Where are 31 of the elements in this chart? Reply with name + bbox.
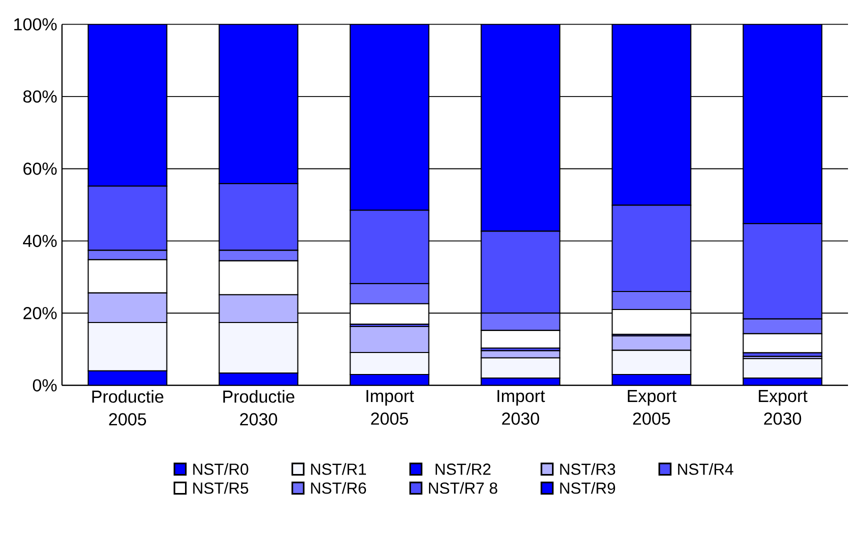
legend-label: NST/R2 bbox=[436, 463, 490, 475]
legend-label: NST/R6 bbox=[311, 482, 366, 494]
legend-label: NST/R5 bbox=[193, 482, 248, 494]
bar bbox=[88, 370, 168, 386]
y-tick-label: 20% bbox=[23, 306, 57, 320]
legend-label: NST/R4 bbox=[678, 463, 734, 475]
x-tick-label: Productie 2005 bbox=[92, 390, 164, 426]
bar bbox=[350, 24, 430, 211]
bar bbox=[218, 24, 298, 184]
bar bbox=[88, 24, 168, 187]
bar bbox=[612, 374, 691, 386]
x-tick-label: Import 2005 bbox=[366, 390, 414, 425]
y-tick-label: 0% bbox=[32, 379, 57, 392]
x-tick-label: Import 2030 bbox=[498, 390, 545, 425]
legend-label: NST/R1 bbox=[311, 463, 366, 475]
bar bbox=[350, 374, 429, 386]
bar bbox=[612, 24, 692, 206]
x-tick-label: Export 2030 bbox=[758, 390, 808, 425]
y-tick-label: 80% bbox=[23, 90, 57, 103]
legend-label: NST/R3 bbox=[560, 463, 616, 475]
bar bbox=[742, 24, 822, 224]
legend-label: NST/R7 8 bbox=[429, 482, 498, 494]
y-tick-label: 60% bbox=[23, 162, 57, 175]
y-tick-label: 100% bbox=[14, 18, 57, 30]
x-tick-label: Productie 2030 bbox=[223, 390, 294, 426]
legend-label: NST/R0 bbox=[193, 463, 248, 475]
bar bbox=[480, 24, 560, 232]
x-tick-label: Export 2005 bbox=[628, 390, 676, 425]
bar bbox=[219, 373, 298, 386]
y-tick-label: 40% bbox=[23, 234, 57, 248]
legend-label: NST/R9 bbox=[560, 482, 616, 494]
